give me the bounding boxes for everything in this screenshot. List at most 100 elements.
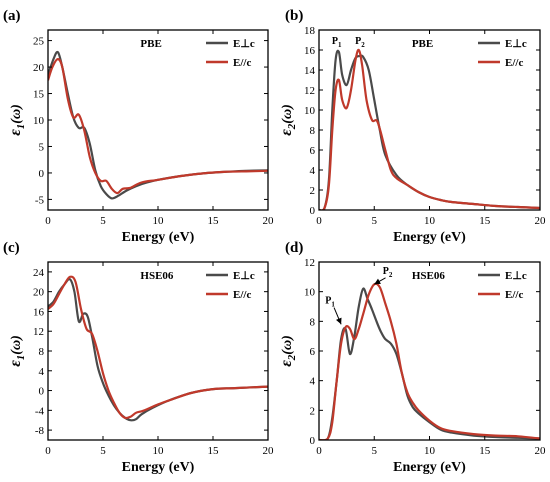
x-tick-label: 10 — [153, 215, 165, 227]
y-tick-label: 24 — [33, 267, 45, 279]
y-axis-title: ε2(ω) — [278, 335, 298, 367]
legend-label: E⊥c — [233, 38, 255, 50]
legend-label: E⊥c — [505, 38, 527, 50]
series-line-e-par-c — [48, 275, 268, 420]
y-axis-title: ε1(ω) — [7, 104, 27, 136]
y-tick-label: 10 — [304, 105, 316, 117]
x-tick-label: 5 — [100, 445, 106, 457]
arrowhead-icon — [374, 278, 381, 285]
y-tick-label: 15 — [33, 89, 45, 101]
x-tick-label: 10 — [424, 215, 436, 227]
panel-label: (c) — [3, 240, 20, 256]
y-tick-label: 12 — [33, 326, 44, 338]
x-tick-label: 5 — [100, 215, 106, 227]
x-axis-title: Energy (eV) — [122, 230, 195, 245]
x-axis-title: Energy (eV) — [393, 460, 466, 475]
y-axis-omega: (ω) — [9, 104, 24, 123]
y-axis-subscript: 2 — [286, 123, 298, 130]
y-tick-label: 4 — [310, 165, 316, 177]
y-tick-label: 6 — [310, 346, 316, 358]
y-tick-label: 10 — [304, 287, 316, 299]
y-axis-subscript: 2 — [286, 354, 298, 361]
y-axis-omega: (ω) — [9, 335, 24, 354]
y-tick-label: 20 — [33, 62, 45, 74]
y-tick-label: 0 — [310, 205, 316, 217]
x-tick-label: 15 — [479, 445, 491, 457]
peak-annotation: P1 — [332, 36, 342, 49]
y-tick-label: 0 — [39, 386, 45, 398]
series-line-e-par-c — [319, 48, 540, 210]
y-tick-label: 25 — [33, 36, 45, 48]
panel-label: (b) — [285, 8, 303, 24]
x-tick-label: 15 — [479, 215, 491, 227]
y-tick-label: 10 — [33, 115, 45, 127]
y-tick-label: 4 — [310, 376, 316, 388]
y-axis-title: ε2(ω) — [278, 104, 298, 136]
y-tick-label: 18 — [304, 25, 316, 37]
y-axis-omega: (ω) — [280, 335, 295, 354]
legend-label: E//c — [505, 57, 523, 69]
y-tick-label: 20 — [33, 287, 45, 299]
x-tick-label: 5 — [372, 215, 378, 227]
peak-annotation: P2 — [383, 266, 393, 279]
panel-label: (d) — [285, 240, 303, 256]
series-line-e-perp-c — [319, 287, 540, 440]
method-label: PBE — [412, 38, 433, 50]
y-tick-label: 0 — [39, 168, 45, 180]
y-axis-omega: (ω) — [280, 104, 295, 123]
y-tick-label: 2 — [310, 405, 316, 417]
x-tick-label: 15 — [208, 445, 220, 457]
legend-label: E//c — [233, 289, 251, 301]
x-tick-label: 0 — [316, 215, 322, 227]
y-axis-symbol: ε — [7, 129, 24, 136]
y-tick-label: 0 — [310, 435, 316, 447]
series-line-e-perp-c — [319, 49, 540, 210]
y-tick-label: 8 — [39, 346, 45, 358]
peak-annotation: P1 — [325, 296, 335, 309]
method-label: HSE06 — [412, 270, 446, 282]
y-tick-label: 4 — [39, 366, 45, 378]
series-line-e-par-c — [48, 58, 268, 195]
legend-label: E//c — [233, 57, 251, 69]
y-tick-label: 14 — [304, 65, 316, 77]
y-tick-label: -8 — [35, 425, 45, 437]
x-tick-label: 15 — [208, 215, 220, 227]
y-tick-label: 16 — [33, 306, 45, 318]
method-label: HSE06 — [140, 270, 174, 282]
peak-annotation: P2 — [355, 36, 365, 49]
y-tick-label: 6 — [310, 145, 316, 157]
series-line-e-par-c — [319, 282, 540, 440]
y-axis-subscript: 1 — [15, 124, 27, 130]
x-tick-label: 10 — [153, 445, 165, 457]
x-axis-title: Energy (eV) — [393, 230, 466, 245]
series-line-e-perp-c — [48, 50, 268, 200]
y-tick-label: -4 — [35, 405, 45, 417]
x-tick-label: 20 — [535, 215, 547, 227]
x-tick-label: 0 — [45, 215, 51, 227]
x-tick-label: 20 — [535, 445, 547, 457]
y-axis-symbol: ε — [278, 129, 295, 136]
y-axis-symbol: ε — [278, 360, 295, 367]
y-tick-label: -5 — [35, 194, 45, 206]
legend-label: E⊥c — [233, 270, 255, 282]
y-tick-label: 12 — [304, 85, 315, 97]
x-tick-label: 20 — [263, 445, 275, 457]
x-tick-label: 0 — [45, 445, 51, 457]
panel-c: (c) 0 5 10 15 20 -8 -4 0 4 8 12 16 20 24 Energy (eV) ε1(… — [3, 240, 274, 475]
x-axis-title: Energy (eV) — [122, 460, 195, 475]
legend-label: E//c — [505, 289, 523, 301]
y-tick-label: 8 — [310, 316, 316, 328]
y-tick-label: 8 — [310, 125, 316, 137]
y-tick-label: 12 — [304, 257, 315, 269]
x-tick-label: 10 — [424, 445, 436, 457]
method-label: PBE — [140, 38, 161, 50]
legend-label: E⊥c — [505, 270, 527, 282]
x-tick-label: 5 — [372, 445, 378, 457]
y-axis-title: ε1(ω) — [7, 335, 27, 367]
y-tick-label: 5 — [39, 141, 45, 153]
y-axis-subscript: 1 — [15, 355, 27, 361]
